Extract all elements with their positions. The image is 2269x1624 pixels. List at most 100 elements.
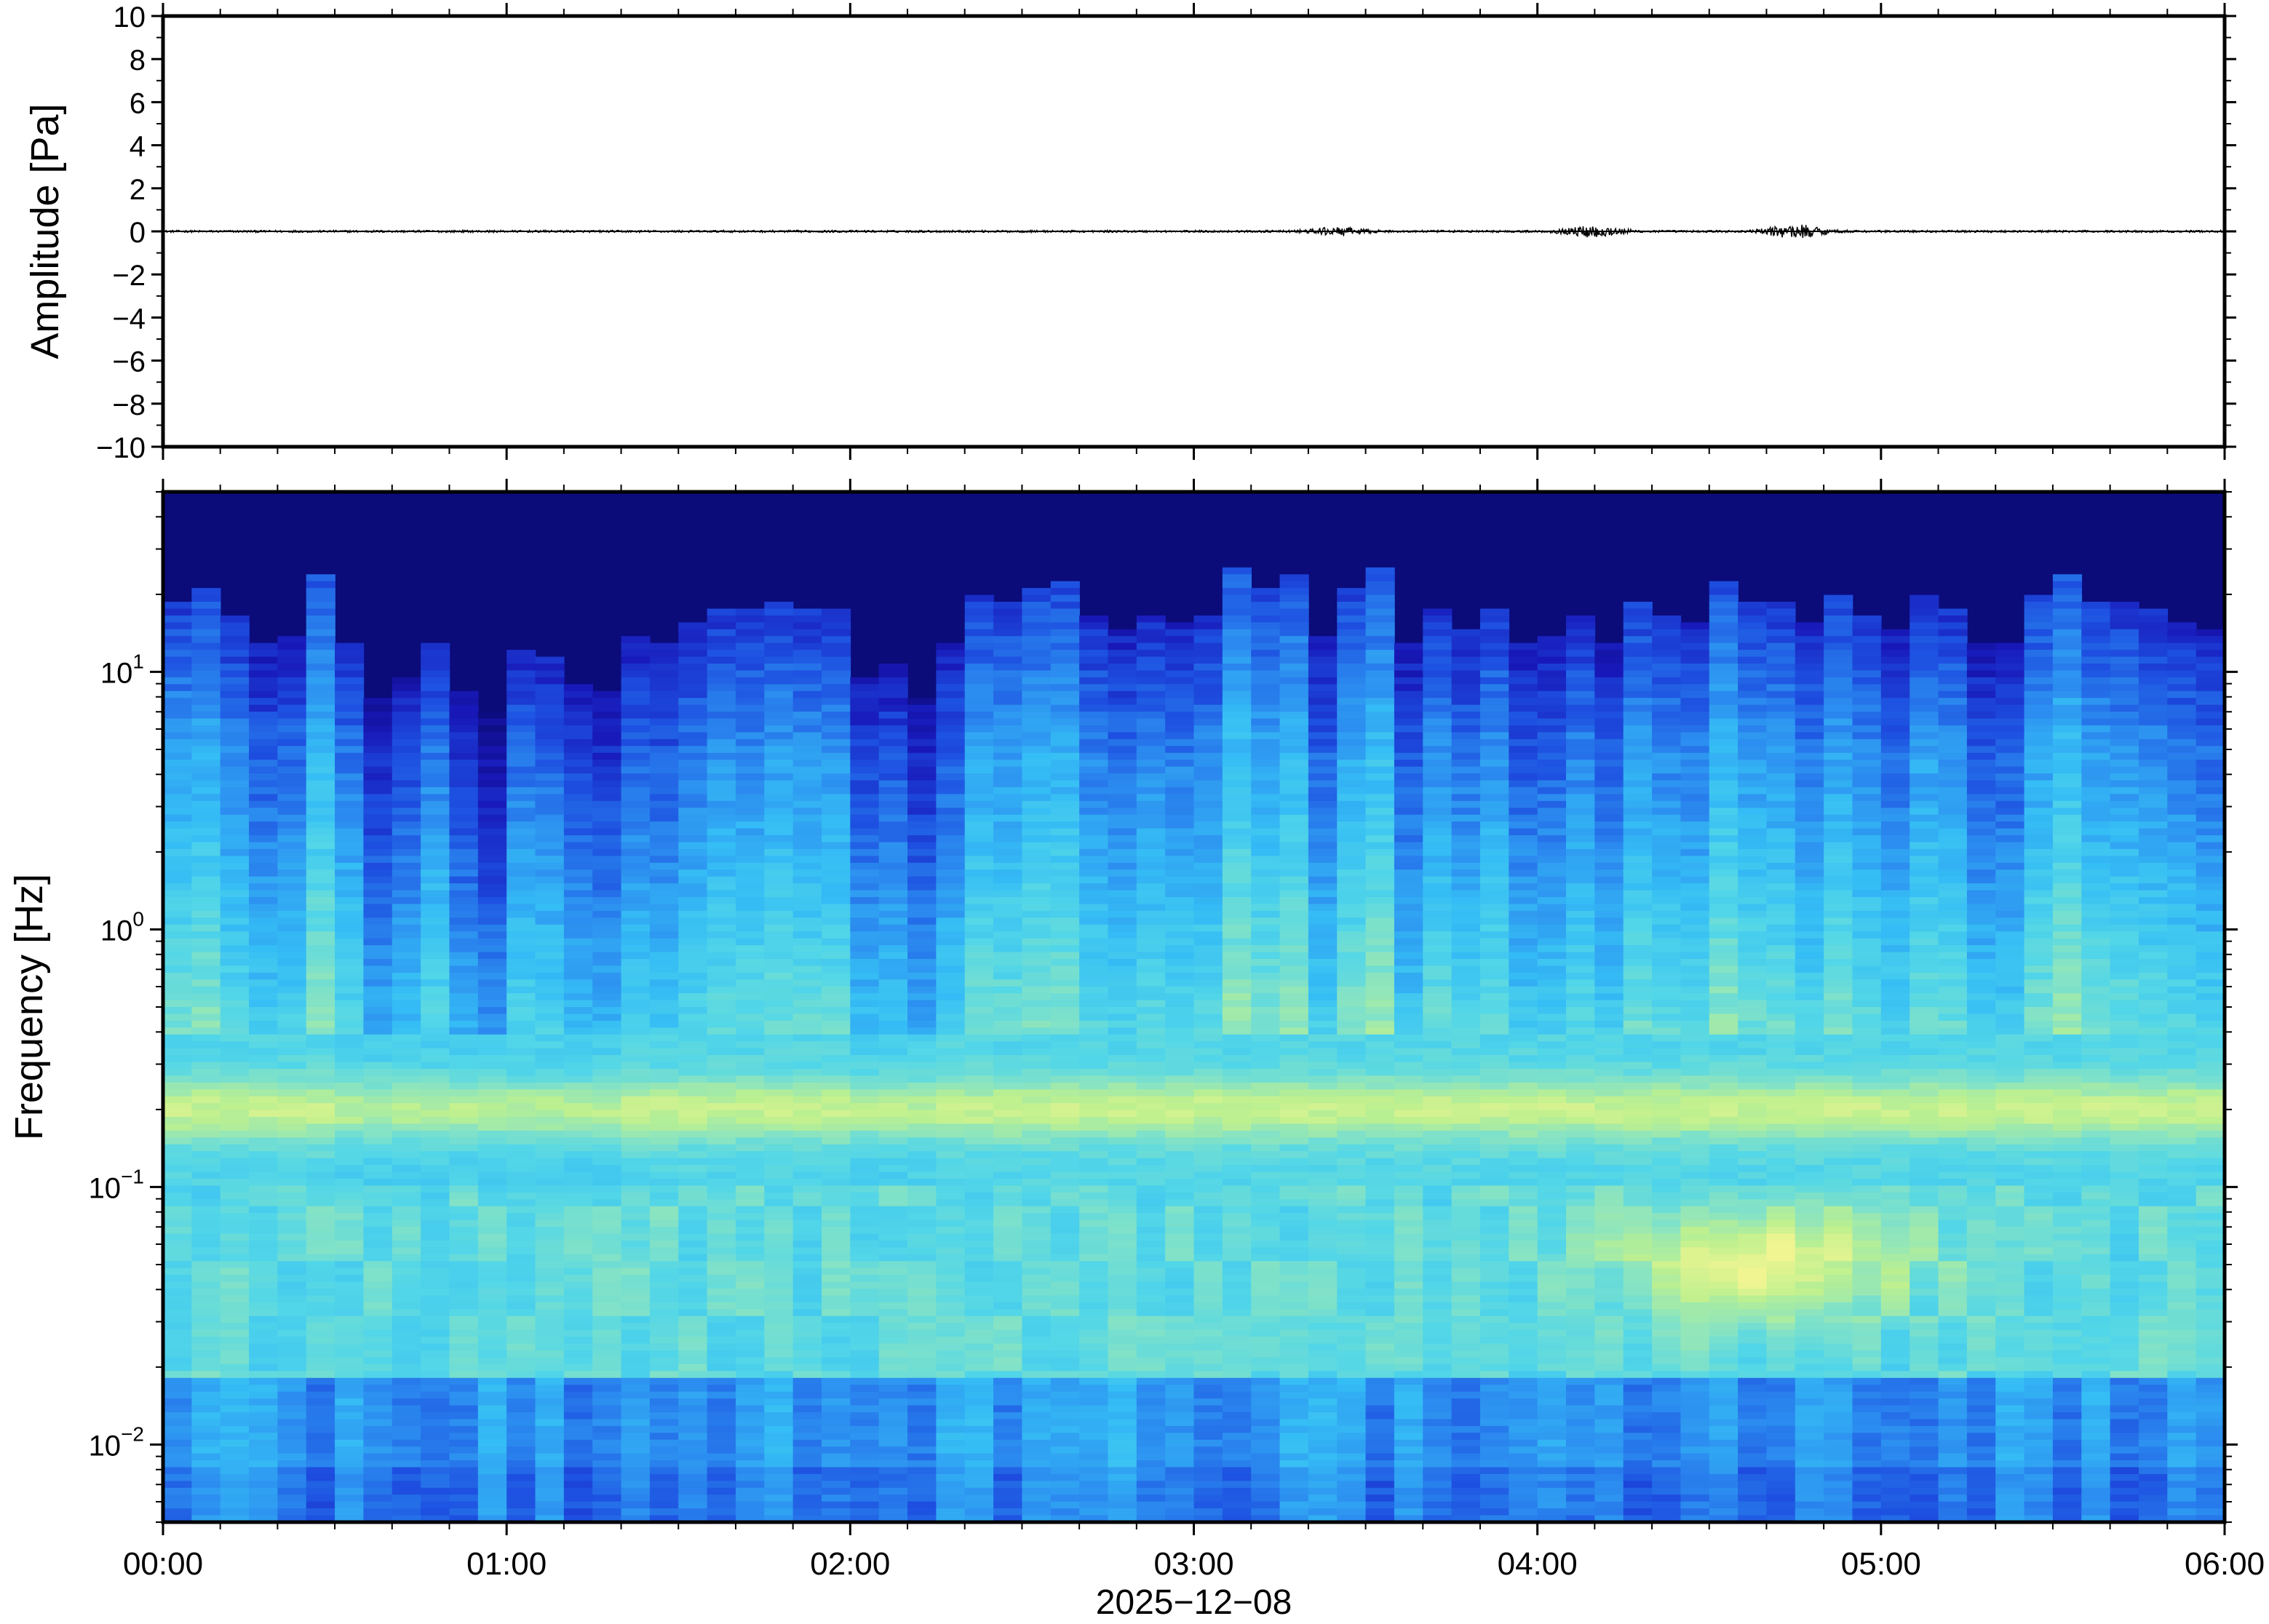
spectrogram-cell <box>1022 718 1052 726</box>
spectrogram-cell <box>220 848 250 857</box>
spectrogram-cell <box>1050 1192 1080 1201</box>
spectrogram-cell <box>449 1501 479 1509</box>
spectrogram-cell <box>964 1089 994 1097</box>
waveform-y-tick-label: 6 <box>130 87 146 119</box>
spectrogram-cell <box>535 1508 565 1516</box>
spectrogram-cell <box>821 787 851 795</box>
spectrogram-cell <box>1050 1151 1080 1159</box>
spectrogram-cell <box>964 773 994 781</box>
spectrogram-cell <box>1193 1247 1223 1255</box>
spectrogram-cell <box>878 842 908 850</box>
spectrogram-cell <box>449 1041 479 1049</box>
spectrogram-cell <box>535 1289 565 1297</box>
spectrogram-cell <box>563 1096 594 1104</box>
spectrogram-cell <box>936 1467 966 1475</box>
spectrogram-cell <box>764 1419 794 1427</box>
spectrogram-cell <box>1050 704 1080 712</box>
spectrogram-cell <box>764 1412 794 1420</box>
spectrogram-cell <box>220 904 250 912</box>
spectrogram-cell <box>592 1481 622 1489</box>
spectrogram-cell <box>363 890 393 898</box>
spectrogram-cell <box>850 1337 880 1345</box>
spectrogram-cell <box>936 670 966 678</box>
spectrogram-cell <box>850 684 880 692</box>
spectrogram-cell <box>592 773 622 781</box>
spectrogram-cell <box>1022 670 1052 678</box>
spectrogram-cell <box>392 1103 421 1111</box>
spectrogram-cell <box>477 1481 507 1489</box>
spectrogram-cell <box>592 1055 622 1063</box>
spectrogram-cell <box>563 883 594 891</box>
spectrogram-cell <box>563 1117 594 1125</box>
spectrogram-cell <box>1136 924 1166 932</box>
spectrogram-cell <box>1079 869 1109 877</box>
spectrogram-cell <box>649 752 680 760</box>
spectrogram-cell <box>249 1371 279 1379</box>
spectrogram-cell <box>735 1247 766 1255</box>
spectrogram-cell <box>1022 677 1052 685</box>
spectrogram-cell <box>936 979 966 987</box>
spectrogram-cell <box>621 972 651 981</box>
spectrogram-cell <box>249 1062 279 1070</box>
spectrogram-cell <box>392 677 421 685</box>
spectrogram-cell <box>477 1419 507 1427</box>
spectrogram-cell <box>421 1055 450 1063</box>
spectrogram-cell <box>220 760 250 768</box>
spectrogram-cell <box>477 1158 507 1166</box>
spectrogram-cell <box>335 883 365 891</box>
spectrogram-cell <box>563 856 594 864</box>
spectrogram-cell <box>821 1096 851 1104</box>
spectrogram-cell <box>592 986 622 994</box>
spectrogram-cell <box>421 1467 450 1475</box>
spectrogram-cell <box>477 1357 507 1365</box>
spectrogram-cell <box>421 848 450 857</box>
spectrogram-cell <box>707 608 736 616</box>
spectrogram-cell <box>649 760 680 768</box>
spectrogram-cell <box>449 945 479 953</box>
spectrogram-cell <box>907 1515 937 1523</box>
spectrogram-cell <box>1079 1068 1109 1077</box>
spectrogram-cell <box>163 1130 193 1139</box>
spectrogram-cell <box>1193 1267 1223 1275</box>
spectrogram-cell <box>792 1137 822 1145</box>
spectrogram-cell <box>421 1062 450 1070</box>
spectrogram-cell <box>449 1446 479 1454</box>
spectrogram-cell <box>964 1295 994 1303</box>
spectrogram-cell <box>392 780 421 788</box>
spectrogram-cell <box>621 1206 651 1214</box>
spectrogram-cell <box>850 752 880 760</box>
spectrogram-cell <box>592 1357 622 1365</box>
spectrogram-cell <box>678 1137 708 1145</box>
spectrogram-cell <box>1193 642 1223 650</box>
spectrogram-cell <box>649 664 680 672</box>
spectrogram-cell <box>964 910 994 919</box>
spectrogram-cell <box>707 1014 736 1022</box>
spectrogram-cell <box>850 821 880 829</box>
spectrogram-cell <box>936 1055 966 1063</box>
spectrogram-cell <box>735 1068 766 1077</box>
spectrogram-cell <box>649 642 680 650</box>
spectrogram-cell <box>878 739 908 747</box>
spectrogram-cell <box>392 1302 421 1310</box>
spectrogram-cell <box>792 862 822 870</box>
spectrogram-cell <box>907 1206 937 1214</box>
spectrogram-cell <box>506 924 536 932</box>
spectrogram-cell <box>1136 1185 1166 1193</box>
spectrogram-cell <box>449 1082 479 1091</box>
spectrogram-cell <box>1022 766 1052 774</box>
spectrogram-cell <box>821 1473 851 1482</box>
spectrogram-cell <box>707 1075 736 1083</box>
spectrogram-cell <box>421 1213 450 1221</box>
spectrogram-cell <box>592 1261 622 1269</box>
spectrogram-cell <box>1050 760 1080 768</box>
spectrogram-cell <box>1193 1219 1223 1227</box>
spectrogram-cell <box>764 966 794 974</box>
spectrogram-cell <box>449 773 479 781</box>
spectrogram-cell <box>1136 1048 1166 1056</box>
spectrogram-cell <box>220 1144 250 1153</box>
spectrogram-cell <box>1136 1350 1166 1358</box>
spectrogram-cell <box>678 1103 708 1111</box>
spectrogram-cell <box>707 725 736 733</box>
spectrogram-cell <box>1022 602 1052 610</box>
spectrogram-cell <box>993 876 1023 884</box>
